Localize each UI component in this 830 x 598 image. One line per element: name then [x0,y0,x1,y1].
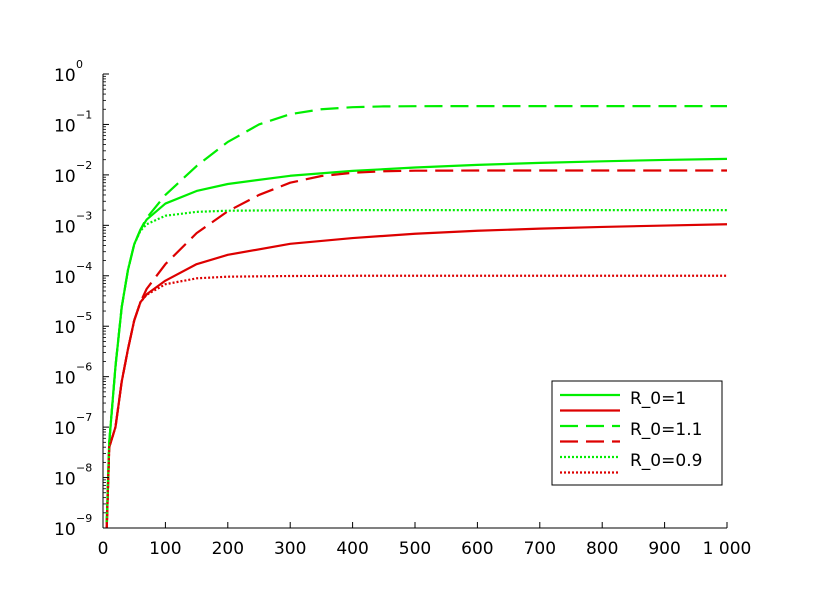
x-tick-label: 900 [648,539,680,559]
x-tick-label: 700 [524,539,556,559]
y-tick-label: 10 [54,318,76,338]
x-tick-label: 1 000 [703,539,752,559]
y-tick-label: 10 [54,217,76,237]
series-line-3 [105,104,727,523]
legend-label-5: R_0=0.9 [630,451,702,471]
y-tick-exponent: −4 [76,260,92,273]
y-tick-label: 10 [54,470,76,490]
y-tick-exponent: −2 [76,159,92,172]
y-tick-label: 10 [54,419,76,439]
x-tick-label: 500 [399,539,431,559]
y-tick-label: 10 [54,268,76,288]
y-tick-label: 10 [54,116,76,136]
legend-label-1: R_0=1 [630,389,686,409]
legend-box [551,380,723,486]
y-tick-exponent: −1 [76,108,92,121]
x-axis-ticks: 0 100 200 300 400 500 600 700 800 900 1 000 [98,522,752,559]
x-tick-label: 200 [212,539,244,559]
y-tick-label: 10 [54,520,76,540]
x-tick-label: 300 [274,539,306,559]
legend-label-3: R_0=1.1 [630,420,702,440]
y-tick-exponent: 0 [76,58,83,71]
y-tick-exponent: −8 [76,462,92,475]
y-tick-exponent: −3 [76,209,92,222]
x-tick-label: 800 [586,539,618,559]
y-tick-label: 10 [54,66,76,86]
y-tick-exponent: −6 [76,361,92,374]
y-tick-exponent: −9 [76,512,92,525]
x-tick-label: 600 [461,539,493,559]
x-tick-label: 0 [98,539,109,559]
y-tick-exponent: −7 [76,411,92,424]
x-tick-label: 100 [149,539,181,559]
legend: R_0=1 R_0=1.1 R_0=0.9 [551,380,723,486]
y-tick-label: 10 [54,369,76,389]
series-layer [105,104,728,529]
x-tick-label: 400 [336,539,368,559]
y-tick-exponent: −5 [76,310,92,323]
y-tick-label: 10 [54,167,76,187]
series-line-6 [105,274,727,529]
